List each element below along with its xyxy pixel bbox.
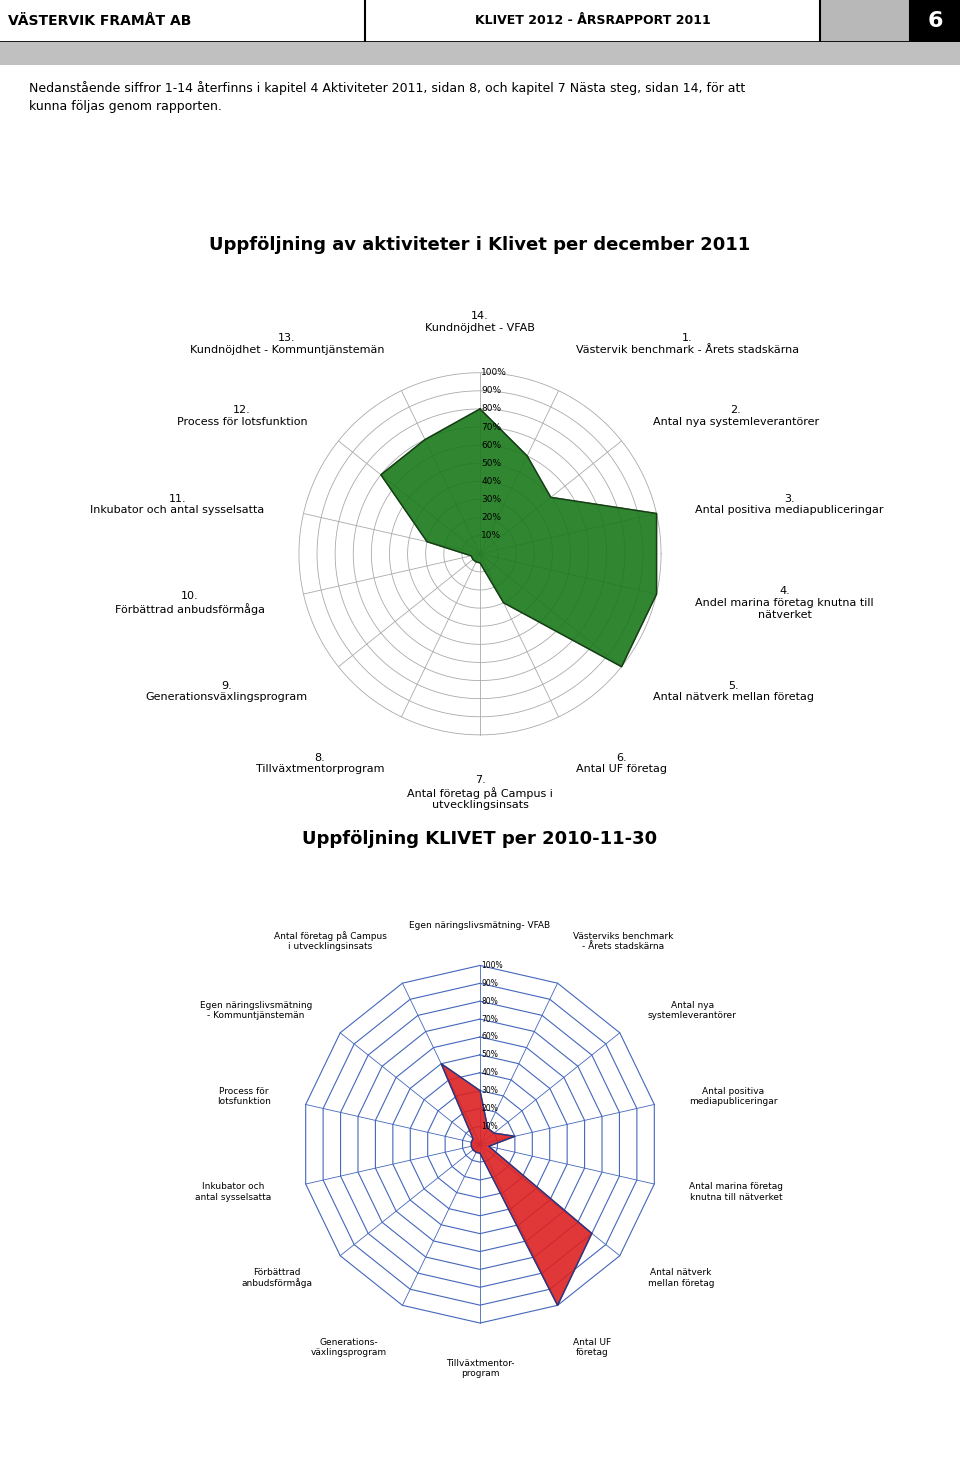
Text: 2.
Antal nya systemleverantörer: 2. Antal nya systemleverantörer — [653, 405, 819, 427]
Text: 12.
Process för lotsfunktion: 12. Process för lotsfunktion — [177, 405, 307, 427]
Text: 4.
Andel marina företag knutna till
nätverket: 4. Andel marina företag knutna till nätv… — [695, 587, 874, 619]
Text: 6.
Antal UF företag: 6. Antal UF företag — [576, 753, 667, 775]
Text: VÄSTERVIK FRAMÅT AB: VÄSTERVIK FRAMÅT AB — [8, 13, 191, 28]
Bar — [910, 0, 960, 41]
Text: 13.
Kundnöjdhet - Kommuntjänstemän: 13. Kundnöjdhet - Kommuntjänstemän — [190, 333, 384, 355]
Title: Uppföljning av aktiviteter i Klivet per december 2011: Uppföljning av aktiviteter i Klivet per … — [209, 236, 751, 254]
Text: 6: 6 — [927, 10, 943, 31]
Text: 14.
Kundnöjdhet - VFAB: 14. Kundnöjdhet - VFAB — [425, 311, 535, 333]
Text: Generations-
växlingsprogram: Generations- växlingsprogram — [311, 1338, 387, 1357]
Text: Tillväxtmentor-
program: Tillväxtmentor- program — [445, 1358, 515, 1378]
Text: 40%: 40% — [481, 1068, 498, 1077]
Text: 9.
Generationsväxlingsprogram: 9. Generationsväxlingsprogram — [145, 681, 307, 703]
Text: 5.
Antal nätverk mellan företag: 5. Antal nätverk mellan företag — [653, 681, 814, 703]
Text: 90%: 90% — [482, 386, 501, 395]
Text: Process för
lotsfunktion: Process för lotsfunktion — [217, 1087, 271, 1106]
Text: Antal nya
systemleverantörer: Antal nya systemleverantörer — [648, 1000, 736, 1020]
Text: 10.
Förbättrad anbudsförmåga: 10. Förbättrad anbudsförmåga — [114, 591, 265, 615]
Text: 70%: 70% — [481, 1015, 498, 1024]
Text: 8.
Tillväxtmentorprogram: 8. Tillväxtmentorprogram — [255, 753, 384, 775]
Text: 60%: 60% — [482, 440, 501, 450]
Text: Västerviks benchmark
- Årets stadskärna: Västerviks benchmark - Årets stadskärna — [573, 932, 674, 951]
Text: Antal företag på Campus
i utvecklingsinsats: Antal företag på Campus i utvecklingsins… — [274, 930, 387, 951]
Text: Inkubator och
antal sysselsatta: Inkubator och antal sysselsatta — [195, 1182, 271, 1201]
Text: 70%: 70% — [482, 422, 501, 431]
Text: Egen näringslivsmätning
- Kommuntjänstemän: Egen näringslivsmätning - Kommuntjänstem… — [200, 1000, 312, 1020]
Text: 30%: 30% — [482, 494, 501, 505]
Text: Antal marina företag
knutna till nätverket: Antal marina företag knutna till nätverk… — [689, 1182, 783, 1201]
Text: 3.
Antal positiva mediapubliceringar: 3. Antal positiva mediapubliceringar — [695, 494, 884, 515]
Title: Uppföljning KLIVET per 2010-11-30: Uppföljning KLIVET per 2010-11-30 — [302, 830, 658, 848]
Text: 30%: 30% — [481, 1086, 498, 1096]
Text: Antal nätverk
mellan företag: Antal nätverk mellan företag — [648, 1269, 714, 1288]
Text: 100%: 100% — [481, 961, 503, 970]
Text: Förbättrad
anbudsförmåga: Förbättrad anbudsförmåga — [241, 1267, 312, 1288]
Text: 1.
Västervik benchmark - Årets stadskärna: 1. Västervik benchmark - Årets stadskärn… — [576, 333, 799, 355]
Text: 11.
Inkubator och antal sysselsatta: 11. Inkubator och antal sysselsatta — [90, 494, 265, 515]
Text: 60%: 60% — [481, 1033, 498, 1042]
Text: KLIVET 2012 - ÅRSRAPPORT 2011: KLIVET 2012 - ÅRSRAPPORT 2011 — [475, 15, 710, 28]
Text: 50%: 50% — [481, 1050, 498, 1059]
Text: 20%: 20% — [482, 513, 501, 522]
Text: Egen näringslivsmätning- VFAB: Egen näringslivsmätning- VFAB — [409, 921, 551, 930]
Text: 10%: 10% — [481, 1122, 498, 1131]
Text: 10%: 10% — [482, 531, 501, 540]
Text: 100%: 100% — [482, 368, 507, 377]
Text: 80%: 80% — [482, 405, 501, 414]
Polygon shape — [442, 1064, 591, 1306]
Text: Nedanstående siffror 1-14 återfinns i kapitel 4 Aktiviteter 2011, sidan 8, och k: Nedanstående siffror 1-14 återfinns i ka… — [29, 81, 745, 113]
Text: 50%: 50% — [482, 459, 501, 468]
Text: Antal positiva
mediapubliceringar: Antal positiva mediapubliceringar — [689, 1087, 778, 1106]
Text: 7.
Antal företag på Campus i
utvecklingsinsats: 7. Antal företag på Campus i utvecklings… — [407, 775, 553, 810]
Text: 20%: 20% — [481, 1105, 498, 1113]
Polygon shape — [381, 409, 657, 666]
Text: 40%: 40% — [482, 477, 501, 486]
Text: 80%: 80% — [481, 996, 498, 1006]
Text: 90%: 90% — [481, 978, 498, 987]
Bar — [820, 0, 910, 41]
Bar — [0, 0, 365, 41]
Bar — [365, 0, 820, 41]
Text: Antal UF
företag: Antal UF företag — [573, 1338, 612, 1357]
